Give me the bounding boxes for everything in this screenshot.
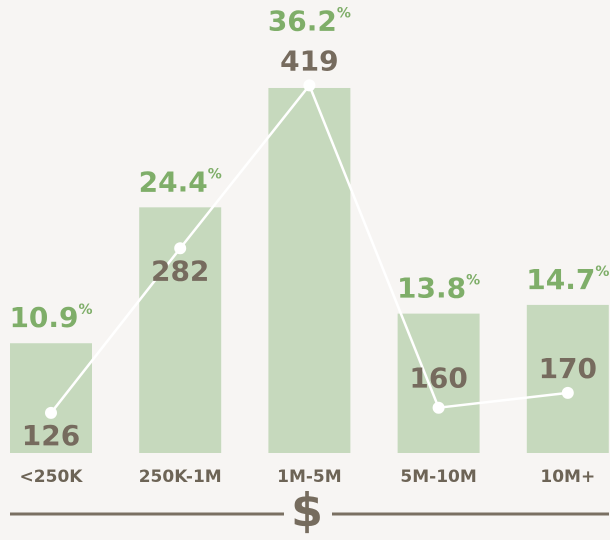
share-unit: % <box>595 264 609 280</box>
share-number: 36.2 <box>268 4 337 37</box>
x-tick-label: 250K-1M <box>139 467 222 487</box>
bar <box>526 304 609 453</box>
line-point <box>45 406 57 419</box>
x-tick-label: 10M+ <box>540 467 595 487</box>
share-number: 24.4 <box>139 165 208 198</box>
share-label: 24.4% <box>139 165 222 198</box>
share-number: 10.9 <box>9 301 78 334</box>
share-unit: % <box>337 5 351 21</box>
share-unit: % <box>79 302 93 318</box>
share-number: 13.8 <box>397 272 466 305</box>
share-unit: % <box>208 166 222 182</box>
share-label: 13.8% <box>397 272 480 305</box>
x-tick-label: <250K <box>20 467 84 487</box>
count-label: 419 <box>280 44 338 77</box>
count-label: 126 <box>22 419 80 452</box>
bar <box>10 343 92 453</box>
count-label: 160 <box>409 362 467 395</box>
line-point <box>303 79 316 92</box>
share-label: 10.9% <box>9 301 92 334</box>
count-label: 282 <box>151 254 209 287</box>
bar <box>268 87 351 453</box>
line-point <box>561 386 574 399</box>
axis-label: $ <box>291 484 323 538</box>
share-label: 36.2% <box>268 4 351 37</box>
share-unit: % <box>466 273 480 289</box>
line-point <box>174 242 187 255</box>
count-label: 170 <box>539 352 597 385</box>
share-label: 14.7% <box>526 263 609 296</box>
x-tick-label: 1M-5M <box>277 467 342 487</box>
line-point <box>432 401 445 414</box>
share-number: 14.7 <box>526 263 595 296</box>
x-tick-label: 5M-10M <box>400 467 476 487</box>
